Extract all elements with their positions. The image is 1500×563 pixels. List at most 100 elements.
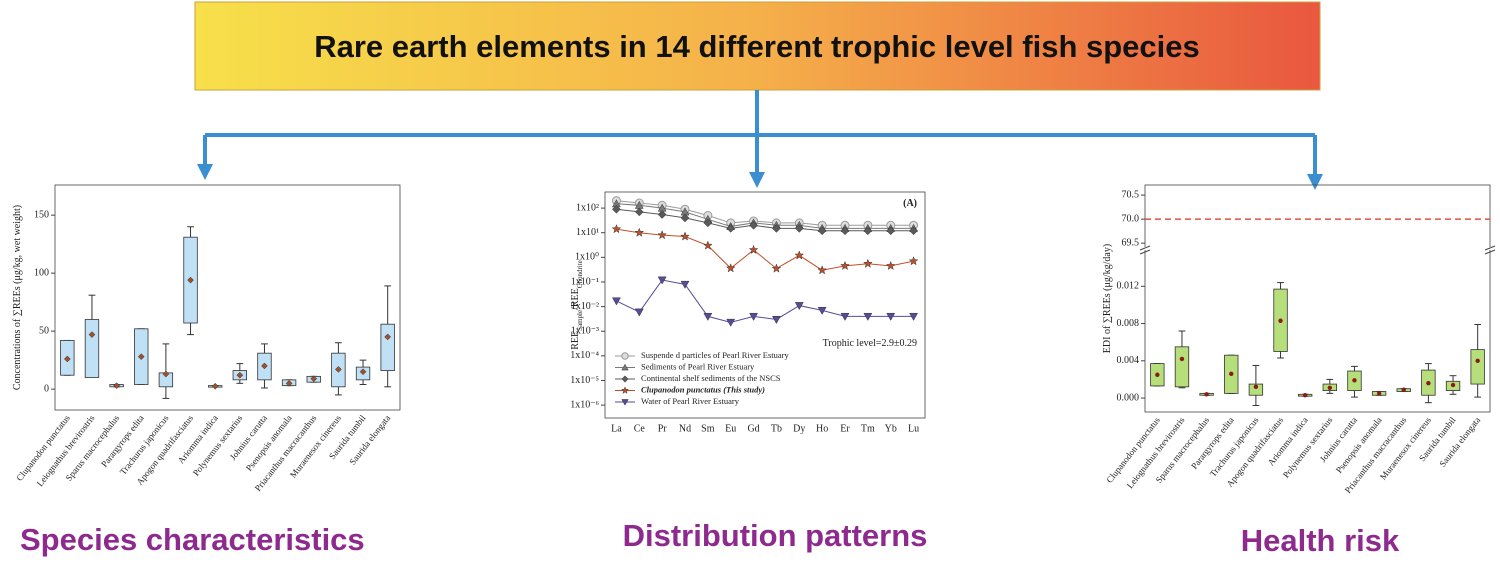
box bbox=[1470, 349, 1485, 385]
y-axis-label: Concentrations of ∑REEs (μg/kg, wet weig… bbox=[12, 205, 23, 390]
y-tick-label: 1x10⁰ bbox=[575, 252, 599, 263]
y-tick-label: 150 bbox=[34, 209, 49, 220]
data-point bbox=[680, 231, 690, 241]
legend-label: Continental shelf sediments of the NSCS bbox=[641, 373, 781, 383]
y-axis-label: EDI of ∑REEs (μg/kg/day) bbox=[1102, 244, 1113, 353]
y-tick-label: 1x10⁻⁶ bbox=[570, 399, 599, 410]
mean-marker bbox=[1376, 391, 1382, 396]
mean-marker bbox=[310, 375, 318, 383]
box bbox=[84, 319, 100, 378]
data-point bbox=[840, 260, 850, 271]
annotation: Trophic level=2.9±0.29 bbox=[823, 338, 917, 349]
y-axis-label: REESample/REEChondrite bbox=[570, 260, 584, 350]
data-point bbox=[634, 227, 645, 237]
mean-marker bbox=[1179, 356, 1185, 362]
x-tick-label: Sm bbox=[701, 423, 715, 434]
caption: Species characteristics bbox=[20, 522, 365, 557]
x-tick-label: Pr bbox=[658, 423, 668, 434]
series-line bbox=[616, 203, 914, 229]
y-axis-label-part: REE bbox=[570, 331, 581, 350]
data-point bbox=[817, 226, 827, 236]
data-point bbox=[703, 218, 713, 228]
legend-marker bbox=[621, 352, 629, 360]
x-tick-label: Er bbox=[840, 423, 850, 434]
mean-marker bbox=[187, 276, 194, 284]
caption: Distribution patterns bbox=[623, 518, 928, 553]
data-point bbox=[726, 318, 736, 327]
mean-marker bbox=[113, 382, 120, 389]
data-point bbox=[794, 250, 805, 260]
x-tick-label: Nd bbox=[679, 423, 691, 434]
mean-marker bbox=[285, 379, 293, 387]
legend-label: Suspende d particles of Pearl River Estu… bbox=[641, 350, 790, 360]
data-point bbox=[612, 204, 621, 214]
data-point bbox=[702, 240, 713, 250]
y-tick-label: 0.008 bbox=[1117, 318, 1140, 329]
mean-marker bbox=[1278, 318, 1283, 323]
data-point bbox=[840, 312, 850, 321]
series-line bbox=[616, 228, 914, 271]
plot-frame bbox=[54, 184, 401, 411]
x-tick-label: Dy bbox=[793, 423, 805, 434]
x-tick-label: Ce bbox=[634, 423, 646, 434]
mean-marker bbox=[88, 331, 96, 338]
x-tick-label: Yb bbox=[885, 423, 897, 434]
data-point bbox=[772, 316, 781, 324]
data-point bbox=[817, 265, 828, 275]
y-tick-label: 100 bbox=[34, 267, 49, 278]
data-point bbox=[634, 308, 644, 317]
data-point bbox=[909, 226, 918, 236]
data-point bbox=[725, 263, 736, 273]
y-tick-label: 0.012 bbox=[1117, 281, 1140, 292]
y-tick-label: 1x10² bbox=[576, 202, 599, 213]
mean-marker bbox=[1450, 382, 1456, 388]
series-line bbox=[616, 279, 914, 323]
legend-label: Water of Pearl River Estuary bbox=[641, 396, 740, 406]
data-point bbox=[863, 312, 873, 321]
y-tick-label: 1x10¹ bbox=[576, 227, 599, 238]
mean-marker bbox=[1155, 372, 1160, 377]
y-tick-label: 70.0 bbox=[1122, 213, 1140, 224]
y-tick-label: 1x10⁻³ bbox=[571, 326, 599, 337]
legend-marker bbox=[621, 363, 629, 371]
data-point bbox=[680, 213, 690, 223]
data-point bbox=[862, 258, 873, 268]
legend-marker bbox=[620, 386, 630, 394]
mean-marker bbox=[335, 366, 342, 373]
data-point bbox=[749, 312, 758, 321]
legend-marker bbox=[621, 375, 629, 383]
x-tick-label: Lu bbox=[908, 423, 919, 434]
data-point bbox=[840, 226, 850, 236]
axis-break-mark bbox=[1139, 245, 1151, 255]
data-point bbox=[657, 210, 667, 219]
legend-label: Sediments of Pearl River Estuary bbox=[641, 361, 755, 371]
title-banner bbox=[194, 1, 1321, 91]
mean-marker bbox=[1401, 387, 1406, 392]
y-tick-label: 50 bbox=[39, 325, 49, 336]
plot-frame bbox=[1144, 184, 1491, 413]
data-point bbox=[817, 306, 827, 315]
data-point bbox=[771, 263, 782, 273]
data-point bbox=[794, 224, 804, 233]
main-title: Rare earth elements in 14 different trop… bbox=[314, 29, 1200, 64]
mean-marker bbox=[162, 370, 170, 378]
data-point bbox=[703, 312, 713, 321]
data-point bbox=[657, 276, 667, 285]
y-tick-label: 1x10⁻¹ bbox=[571, 276, 599, 287]
x-tick-label: Eu bbox=[725, 423, 736, 434]
mean-marker bbox=[1327, 385, 1333, 390]
mean-marker bbox=[1352, 378, 1357, 383]
mean-marker bbox=[236, 371, 244, 379]
x-tick-label: Tm bbox=[861, 423, 875, 434]
y-tick-label: 69.5 bbox=[1122, 237, 1140, 248]
legend-marker bbox=[621, 399, 629, 406]
data-point bbox=[657, 229, 668, 240]
axis-break-mark bbox=[1484, 245, 1496, 255]
connector-arrows bbox=[197, 90, 1323, 190]
data-point bbox=[863, 226, 873, 236]
mean-marker bbox=[1302, 393, 1308, 398]
axis-break bbox=[1139, 247, 1496, 250]
plot-frame bbox=[604, 191, 926, 419]
data-point bbox=[726, 224, 736, 233]
